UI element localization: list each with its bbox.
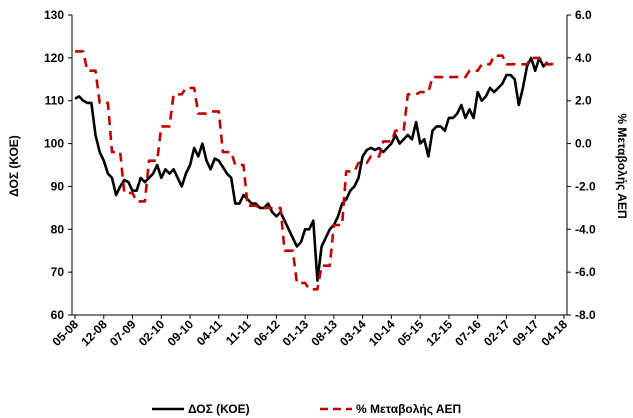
left-tick-label: 120 xyxy=(44,51,64,65)
x-axis-ticks: 05-0812-0807-0902-1009-1004-1111-1106-12… xyxy=(50,315,571,349)
x-tick-label: 12-15 xyxy=(423,317,455,349)
x-tick-label: 01-13 xyxy=(280,317,312,349)
legend-label-gdp-change: % Μεταβολής ΑΕΠ xyxy=(356,402,461,416)
series-line-dos-koe xyxy=(74,56,549,283)
right-tick-label: -2.0 xyxy=(575,179,596,193)
left-axis-title: ΔΟΣ (ΚΟΕ) xyxy=(7,135,21,197)
left-tick-label: 130 xyxy=(44,8,64,22)
legend-label-dos-koe: ΔΟΣ (ΚΟΕ) xyxy=(188,402,250,416)
right-tick-label: 0.0 xyxy=(575,137,592,151)
x-tick-label: 07-09 xyxy=(107,317,139,349)
x-tick-label: 07-16 xyxy=(452,317,484,349)
x-tick-label: 09-17 xyxy=(510,317,542,349)
right-tick-label: 6.0 xyxy=(575,8,592,22)
legend: ΔΟΣ (ΚΟΕ) % Μεταβολής ΑΕΠ xyxy=(152,402,461,416)
x-tick-label: 02-17 xyxy=(481,317,513,349)
left-tick-label: 70 xyxy=(51,265,65,279)
x-tick-label: 10-14 xyxy=(366,317,398,349)
x-tick-label: 05-15 xyxy=(395,317,427,349)
left-tick-label: 80 xyxy=(51,222,65,236)
right-axis-ticks: -8.0 -6.0 -4.0 -2.0 0.0 2.0 4.0 6.0 xyxy=(567,8,596,322)
left-tick-label: 110 xyxy=(45,94,65,108)
right-tick-label: 4.0 xyxy=(575,51,592,65)
right-tick-label: -8.0 xyxy=(575,308,596,322)
x-tick-label: 12-08 xyxy=(78,317,110,349)
x-tick-label: 03-14 xyxy=(337,317,369,349)
x-tick-label: 04-11 xyxy=(194,317,225,348)
right-tick-label: 2.0 xyxy=(575,94,592,108)
left-tick-label: 90 xyxy=(51,179,65,193)
right-tick-label: -4.0 xyxy=(575,222,596,236)
x-tick-label: 02-10 xyxy=(136,317,168,349)
left-axis-ticks: 60 70 80 90 100 110 120 130 xyxy=(44,8,72,322)
x-tick-label: 09-10 xyxy=(165,317,197,349)
left-tick-label: 100 xyxy=(44,137,64,151)
right-axis-title: % Μεταβολής ΑΕΠ xyxy=(615,113,629,218)
x-tick-label: 08-13 xyxy=(308,317,340,349)
series-line-gdp-change xyxy=(75,50,557,291)
x-tick-label: 11-11 xyxy=(223,317,254,348)
right-tick-label: -6.0 xyxy=(575,265,596,279)
x-tick-label: 06-12 xyxy=(251,317,283,349)
left-tick-label: 60 xyxy=(51,308,65,322)
x-tick-label: 04-18 xyxy=(539,317,571,349)
